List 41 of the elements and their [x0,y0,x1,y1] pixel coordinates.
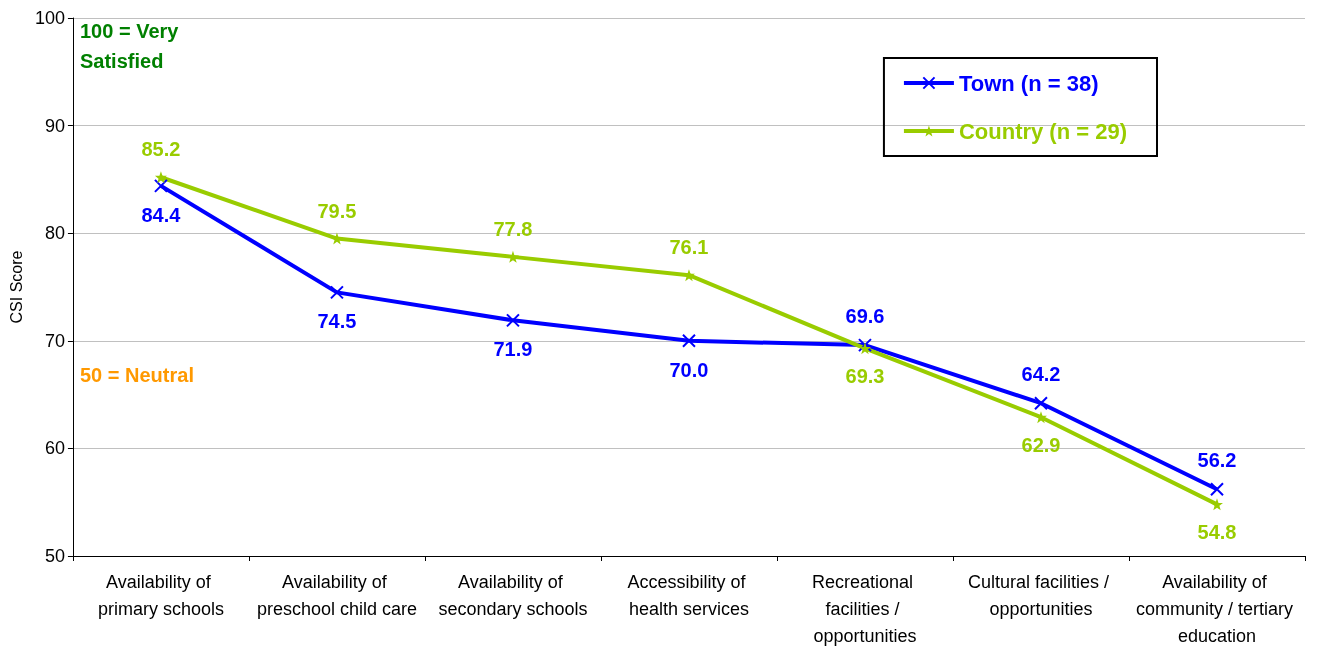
data-label: 74.5 [317,310,357,333]
y-axis-title: CSI Score [7,250,25,324]
data-label: 54.8 [1197,521,1237,544]
data-label: 62.9 [1021,434,1061,457]
y-tick-label: 100 [34,8,65,28]
point [1210,482,1224,497]
data-label: 84.4 [141,203,182,226]
y-tick-label: 70 [44,330,65,351]
point [505,313,520,328]
x-tick-label: Accessibility of health services [627,571,751,619]
data-label: 71.9 [493,338,533,361]
annotation: 100 = Very Satisfied [80,20,184,72]
x-tick-label: Availability of preschool child care [256,571,417,619]
data-label: 69.3 [845,365,885,388]
y-tick-label: 50 [44,546,65,566]
x-tick-label: Availability of primary schools [97,571,224,619]
point [857,338,872,353]
x-tick-label: Availability of community / tertiary education [1135,571,1299,646]
x-tick-label: Availability of secondary schools [438,571,588,619]
data-label: 64.2 [1021,363,1061,386]
data-label: 69.6 [845,305,885,328]
data-label: 56.2 [1197,449,1237,472]
y-tick-label: 80 [44,223,65,244]
data-label: 85.2 [141,138,181,161]
legend-label: Country (n = 29) [958,118,1128,144]
point [153,178,168,193]
data-label: 70.0 [669,358,709,381]
x-tick-label: Cultural facilities / opportunities [967,571,1115,619]
point [154,171,167,184]
point [329,285,344,300]
annotation: 50 = Neutral [80,364,194,386]
point [1211,498,1223,511]
y-tick-label: 60 [44,438,65,459]
legend-label: Town (n = 38) [958,70,1099,96]
x-tick-label: Recreational facilities / opportunities [811,571,919,646]
data-label: 79.5 [317,199,357,222]
data-label: 76.1 [669,236,709,259]
point [1033,396,1048,411]
point [681,333,696,348]
y-tick-label: 90 [44,115,65,136]
data-label: 77.8 [493,217,533,240]
